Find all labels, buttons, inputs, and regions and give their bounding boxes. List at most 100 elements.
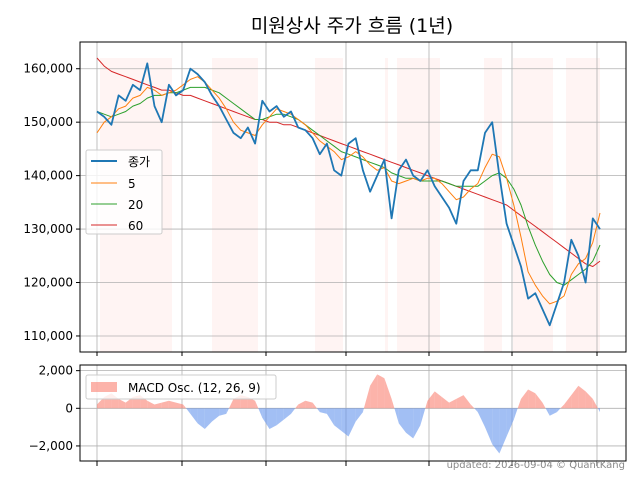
macd-positive-segment [391,398,395,409]
macd-positive-segment [363,385,371,409]
shade-region [212,58,258,352]
macd-positive-segment [247,397,256,409]
shade-region [513,58,553,352]
macd-negative-segment [204,408,212,429]
macd-positive-segment [585,391,593,409]
macd-negative-segment [190,408,198,424]
macd-negative-segment [219,408,227,416]
macd-negative-segment [276,408,284,426]
macd-positive-segment [592,398,598,409]
macd-positive-segment [456,395,464,409]
shade-region [397,58,440,352]
y-tick-label: 0 [65,401,73,415]
macd-positive-segment [161,400,169,409]
macd-positive-segment [470,404,475,409]
macd-negative-segment [262,408,270,429]
chart-title: 미원상사 주가 흐름 (1년) [251,15,453,37]
y-tick-label: 130,000 [23,222,73,236]
macd-negative-segment [394,408,399,424]
macd-oscillator-area [97,374,600,454]
macd-negative-segment [549,408,557,416]
y-tick-label: 140,000 [23,169,73,183]
macd-positive-segment [384,378,392,409]
y-tick-label: 2,000 [39,364,73,378]
macd-negative-segment [355,408,363,422]
price-series [96,57,601,327]
macd-negative-segment [283,408,291,420]
macd-negative-segment [316,408,320,413]
y-tick-label: 160,000 [23,62,73,76]
macd-positive-segment [168,400,176,409]
macd-negative-segment [326,408,335,426]
macd-positive-segment [517,398,521,409]
macd-negative-segment [269,408,277,429]
macd-negative-segment [474,408,478,413]
macd-legend-swatch [91,382,117,392]
macd-negative-segment [341,408,349,437]
macd-negative-segment [513,408,518,420]
macd-positive-segment [427,391,435,409]
macd-negative-segment [420,408,426,426]
macd-negative-segment [477,408,485,428]
macd-positive-segment [449,398,457,409]
legend-label-ma60: 60 [128,219,143,233]
macd-negative-segment [545,408,550,416]
macd-positive-segment [154,402,162,409]
macd-positive-segment [571,385,579,409]
macd-negative-segment [413,408,421,439]
macd-positive-segment [229,398,234,409]
ma5-line [96,76,601,305]
macd-negative-segment [348,408,356,437]
macd-positive-segment [183,404,187,409]
macd-negative-segment [406,408,414,439]
macd-positive-segment [578,385,586,409]
macd-negative-segment [319,408,327,414]
price-legend: 종가 5 20 60 [85,149,163,235]
macd-positive-segment [441,397,450,409]
macd-positive-segment [255,400,259,409]
y-tick-label: −2,000 [29,439,73,453]
macd-positive-segment [97,397,105,409]
macd-legend-label: MACD Osc. (12, 26, 9) [128,381,261,395]
macd-negative-segment [186,408,191,414]
macd-negative-segment [499,408,507,454]
macd-positive-segment [312,402,317,409]
macd-positive-segment [528,389,536,409]
macd-positive-segment [434,391,442,409]
macd-negative-segment [226,408,229,414]
macd-negative-segment [398,408,406,433]
macd-positive-segment [535,393,543,409]
macd-positive-segment [118,398,126,409]
legend-label-ma5: 5 [128,177,136,191]
macd-positive-segment [125,397,133,409]
macd-positive-segment [542,402,546,409]
shade-region [315,58,343,352]
shade-region [385,58,388,352]
macd-negative-segment [597,408,600,413]
legend-label-close: 종가 [128,155,150,169]
shade-region [566,58,600,352]
macd-positive-segment [305,400,313,409]
macd-legend-box [85,374,277,400]
legend-label-ma20: 20 [128,198,143,212]
macd-positive-segment [377,374,385,409]
macd-positive-segment [176,402,184,409]
price-y-ticks: 110,000 120,000 130,000 140,000 150,000 160,0… [23,62,80,343]
macd-positive-segment [564,395,572,409]
macd-positive-segment [463,395,471,409]
legend-box [85,149,163,235]
macd-negative-segment [258,408,263,418]
macd-negative-segment [334,408,342,431]
close-price-line [96,62,601,327]
footer-credit: updated: 2026-09-04 © QuantKang [447,460,625,471]
macd-positive-segment [295,404,299,409]
macd-positive-segment [147,400,155,409]
macd-axes-frame [79,364,627,462]
shade-region [484,58,502,352]
macd-negative-segment [291,408,296,414]
bullish-shade-regions [100,58,600,352]
macd-negative-segment [197,408,205,429]
y-tick-label: 120,000 [23,276,73,290]
macd-positive-segment [370,374,378,409]
